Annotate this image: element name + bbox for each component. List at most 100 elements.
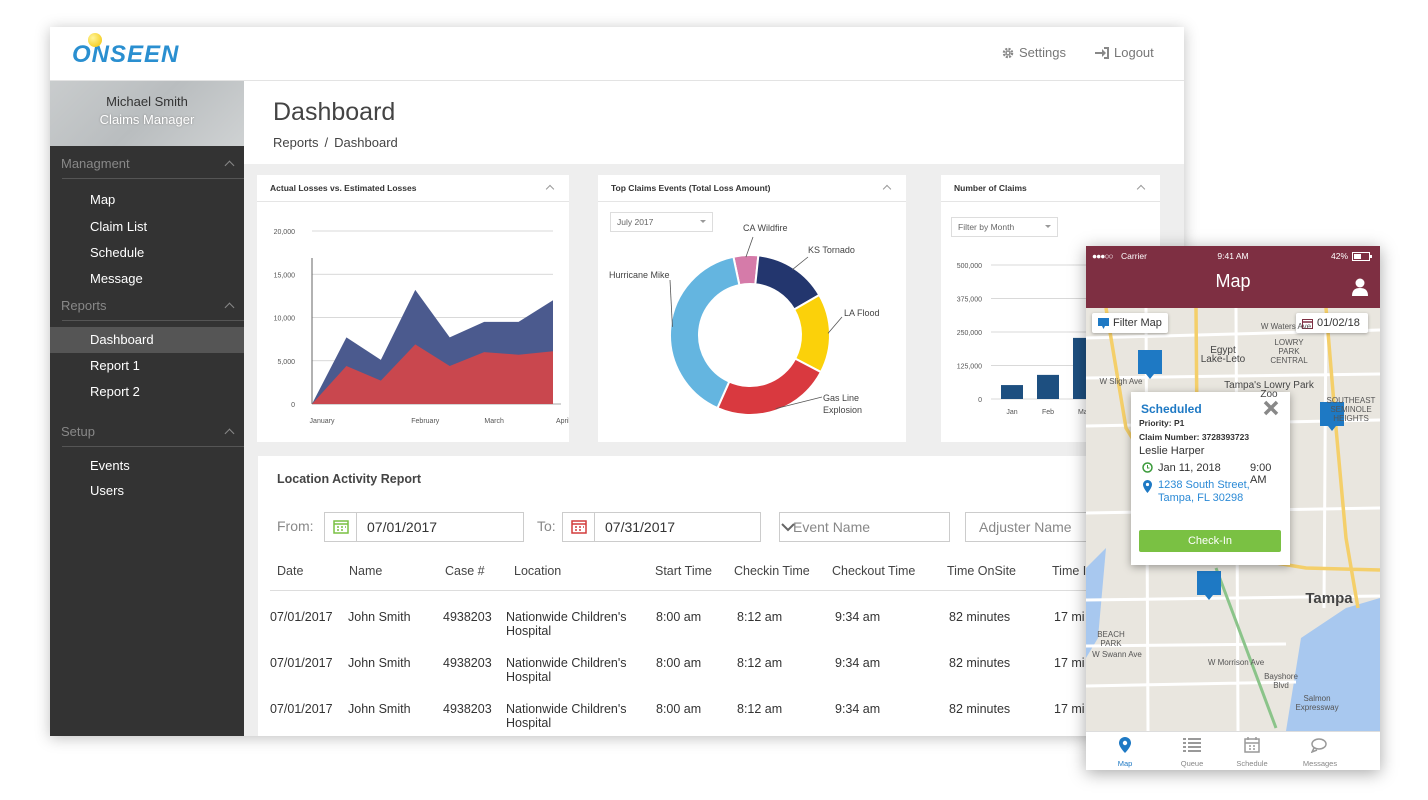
breadcrumb-item[interactable]: Reports xyxy=(273,135,319,150)
close-icon[interactable] xyxy=(1262,399,1280,417)
popup-date: Jan 11, 2018 xyxy=(1158,462,1221,474)
dashboard-window: ONSEEN Settings Logout Michael Smith Cla… xyxy=(50,27,1184,736)
slice-label: Hurricane Mike xyxy=(609,270,670,280)
tab-label[interactable]: Map xyxy=(1117,759,1133,768)
map-label: Salmon Expressway xyxy=(1295,694,1339,712)
table-cell: 07/01/2017 xyxy=(270,610,333,624)
nav-item[interactable]: Dashboard xyxy=(50,327,244,353)
leader-line xyxy=(775,396,823,410)
table-cell: 9:34 am xyxy=(835,610,881,624)
date-label: 01/02/18 xyxy=(1317,317,1360,329)
x-tick-label: March xyxy=(484,418,504,425)
filter-icon xyxy=(1098,318,1109,329)
table-cell: 8:00 am xyxy=(656,610,702,624)
tab-icon xyxy=(1183,738,1201,752)
report-title: Location Activity Report xyxy=(277,472,421,486)
tab-icon xyxy=(1244,737,1260,753)
column-header: Name xyxy=(349,564,383,578)
slice-label: CA Wildfire xyxy=(743,223,788,233)
slice-label: LA Flood xyxy=(844,308,880,318)
month-filter[interactable]: Filter by Month xyxy=(951,217,1058,237)
tab-bar: Map Queue Schedule Messages xyxy=(1086,731,1380,770)
page-title: Dashboard xyxy=(273,98,396,126)
settings-button[interactable]: Settings xyxy=(1002,45,1066,60)
x-tick-label: January xyxy=(310,418,335,425)
y-tick-label: 125,000 xyxy=(957,364,982,371)
table-cell: 4938203 xyxy=(443,702,492,716)
from-input[interactable]: 07/01/2017 xyxy=(324,512,524,542)
popup-priority: Priority: P1 xyxy=(1139,418,1185,428)
donut-slice xyxy=(669,255,741,410)
header: ONSEEN Settings Logout xyxy=(50,27,1184,81)
tab-label[interactable]: Queue xyxy=(1180,759,1204,768)
phone-mockup: ●●●○○ Carrier 9:41 AM 42% Map Filter Map… xyxy=(1086,246,1380,770)
nav-item[interactable]: Report 1 xyxy=(90,358,140,373)
popup-claim: Claim Number: 3728393723 xyxy=(1139,432,1250,442)
popup-status: Scheduled xyxy=(1141,402,1202,416)
card-title: Actual Losses vs. Estimated Losses xyxy=(257,175,569,202)
section-chevron[interactable] xyxy=(224,302,235,313)
table-cell: Nationwide Children's Hospital xyxy=(506,702,627,730)
profile-icon[interactable] xyxy=(1351,278,1369,296)
nav-item[interactable]: Map xyxy=(90,192,116,207)
section-title: Reports xyxy=(61,298,107,313)
table-cell: 4938203 xyxy=(443,656,492,670)
column-header: Case # xyxy=(445,564,485,578)
leader-line xyxy=(827,316,843,334)
column-header: Time OnSite xyxy=(947,564,1017,578)
x-tick-label: Jan xyxy=(1006,409,1017,416)
nav-item[interactable]: Events xyxy=(90,458,130,473)
nav-item[interactable]: Message xyxy=(90,271,143,286)
table-cell: 8:00 am xyxy=(656,702,702,716)
logo-text: ONSEEN xyxy=(72,41,180,68)
adjuster-input[interactable]: Adjuster Name xyxy=(965,512,1105,542)
map-pins xyxy=(1138,350,1344,600)
table-cell: 07/01/2017 xyxy=(270,702,333,716)
popup-name: Leslie Harper xyxy=(1139,445,1205,457)
carrier: Carrier xyxy=(1121,251,1147,261)
settings-label: Settings xyxy=(1019,45,1066,60)
table-cell: 4938203 xyxy=(443,610,492,624)
table-cell: 9:34 am xyxy=(835,702,881,716)
nav-item[interactable]: Users xyxy=(90,483,124,498)
report-card: Location Activity Report From: 07/01/201… xyxy=(258,456,1184,736)
table-cell: 82 minutes xyxy=(949,610,1011,624)
table-cell: 82 minutes xyxy=(949,702,1011,716)
divider xyxy=(62,320,244,321)
claim-popup: Scheduled Priority: P1 Claim Number: 372… xyxy=(1131,392,1290,565)
chart-card: 0 5,000 10,000 15,000 20,000 January February M… xyxy=(257,175,569,442)
x-tick-label: February xyxy=(411,418,440,425)
chart-card: Top Claims Events (Total Loss Amount) Jul… xyxy=(598,175,906,442)
event-placeholder: Event Name xyxy=(793,519,871,535)
table-cell: 9:34 am xyxy=(835,656,881,670)
section-chevron[interactable] xyxy=(224,428,235,439)
map-label: W Swann Ave xyxy=(1092,650,1142,659)
event-select[interactable]: Event Name xyxy=(779,512,950,542)
adjuster-placeholder: Adjuster Name xyxy=(979,519,1072,535)
nav-item[interactable]: Report 2 xyxy=(90,384,140,399)
table-cell: Nationwide Children's Hospital xyxy=(506,610,627,638)
column-header: Location xyxy=(514,564,562,578)
gear-icon xyxy=(1002,47,1014,58)
section-chevron[interactable] xyxy=(224,160,235,171)
filter-map-button[interactable]: Filter Map xyxy=(1092,313,1168,333)
to-input[interactable]: 07/31/2017 xyxy=(562,512,761,542)
month-select[interactable]: July 2017 xyxy=(610,212,713,232)
popup-address: 1238 South Street, xyxy=(1158,479,1250,491)
date-button[interactable]: 01/02/18 xyxy=(1296,313,1368,333)
table-cell: 82 minutes xyxy=(949,656,1011,670)
tab-label[interactable]: Messages xyxy=(1302,759,1338,768)
slice-label: KS Tornado xyxy=(808,245,855,255)
column-header: Start Time xyxy=(655,564,712,578)
check-in-button[interactable]: Check-In xyxy=(1139,530,1281,552)
y-tick-label: 250,000 xyxy=(957,330,982,337)
battery-icon xyxy=(1352,252,1372,261)
map-label: W Morrison Ave xyxy=(1207,658,1265,667)
logout-icon xyxy=(1095,46,1109,59)
logout-button[interactable]: Logout xyxy=(1095,45,1154,60)
nav-item[interactable]: Claim List xyxy=(90,219,148,234)
section-title: Setup xyxy=(61,424,95,439)
nav-item[interactable]: Schedule xyxy=(90,245,145,260)
tab-label[interactable]: Schedule xyxy=(1236,759,1268,768)
